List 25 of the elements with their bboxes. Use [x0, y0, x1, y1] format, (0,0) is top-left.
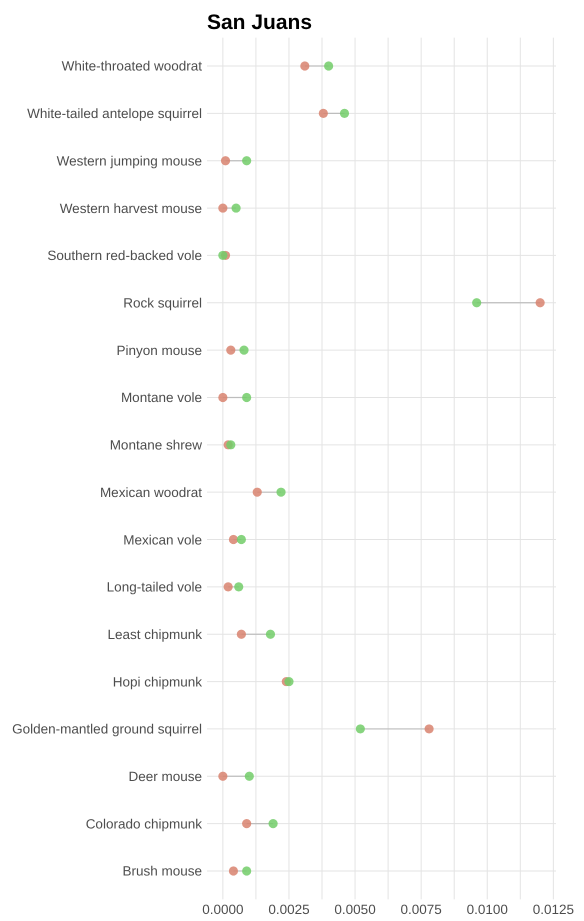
x-tick-label: 0.0100 — [466, 902, 508, 917]
x-tick-label: 0.0000 — [202, 902, 244, 917]
y-tick-label: Colorado chipmunk — [86, 816, 202, 832]
y-tick-label: Montane vole — [120, 390, 202, 406]
y-tick-label: White-throated woodrat — [62, 58, 202, 74]
y-tick-label: Hopi chipmunk — [112, 674, 202, 690]
y-tick-label: Montane shrew — [110, 438, 202, 453]
y-tick-label: Mexican vole — [123, 532, 202, 548]
chart-title: San Juans — [207, 11, 312, 34]
x-tick-label: 0.0125 — [532, 902, 574, 917]
y-tick-label: Least chipmunk — [107, 626, 202, 642]
y-tick-label: Mexican woodrat — [100, 484, 202, 500]
y-tick-label: Rock squirrel — [123, 295, 202, 310]
y-tick-label: Western jumping mouse — [56, 153, 202, 168]
x-tick-label: 0.0025 — [268, 902, 310, 917]
y-tick-label: Western harvest mouse — [60, 200, 202, 216]
y-tick-label: Brush mouse — [122, 864, 202, 879]
y-tick-label: Southern red-backed vole — [47, 248, 202, 264]
y-tick-label: White-tailed antelope squirrel — [27, 106, 202, 122]
y-tick-label: Pinyon mouse — [116, 342, 202, 358]
y-tick-label: Deer mouse — [128, 769, 202, 784]
x-tick-label: 0.0075 — [400, 902, 442, 917]
y-tick-label: Long-tailed vole — [106, 580, 202, 595]
y-tick-label: Golden-mantled ground squirrel — [12, 722, 202, 737]
x-tick-label: 0.0050 — [334, 902, 376, 917]
